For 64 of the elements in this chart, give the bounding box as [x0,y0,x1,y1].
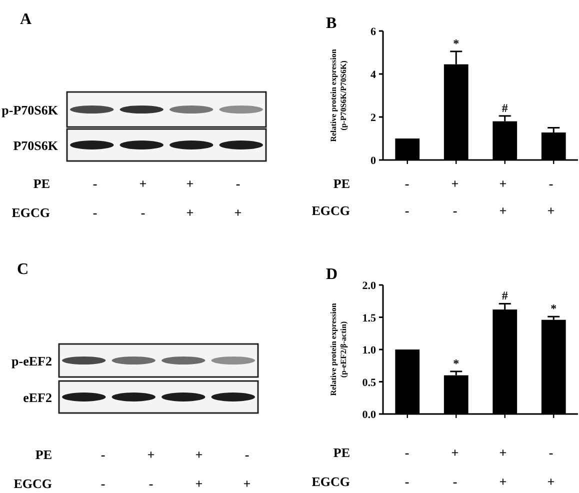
y-tick-label: 0.5 [362,376,376,389]
text: PE [33,176,50,191]
text: + [186,205,194,220]
text: + [147,447,155,462]
data-label: * [453,356,460,370]
text: - [404,445,410,460]
y-tick-label: 0.0 [362,409,376,421]
text: A [20,11,32,28]
text: - [404,203,410,218]
text: + [451,176,459,191]
text: + [139,176,147,191]
text: PE [333,445,350,460]
text: C [17,261,29,278]
text: + [195,447,203,462]
text: + [451,445,459,460]
chart-title: D [326,266,338,283]
data-label: # [502,288,508,303]
text: - [140,205,146,220]
y-tick-label: 2 [370,112,376,124]
text: - [548,445,554,460]
y-axis-title: Relative protein expression (p-eEF2/β-actin) [329,302,348,396]
data-label: * [550,302,557,316]
text: + [243,476,251,491]
text: - [148,476,154,491]
chart-title: B [326,15,337,32]
text: - [404,474,410,489]
text: - [452,474,458,489]
text: - [92,176,98,191]
text: eEF2 [23,390,52,405]
y-axis-title: Relative protein expression (p-P70S6K/P70S6K) [329,48,348,142]
text: + [547,474,555,489]
text: + [499,445,507,460]
y-tick-label: 0 [370,155,376,167]
y-tick-label: 4 [370,69,376,81]
text: + [186,176,194,191]
data-label: # [502,100,508,115]
text: EGCG [12,205,50,220]
y-tick-label: 1.5 [362,312,376,324]
text: - [92,205,98,220]
text: + [499,203,507,218]
text: + [547,203,555,218]
text: - [244,447,250,462]
y-tick-label: 6 [370,26,376,38]
text: p-P70S6K [2,102,59,118]
text: EGCG [312,203,350,218]
text: p-eEF2 [12,354,52,368]
text: - [100,476,106,491]
text: - [100,447,106,462]
text: + [499,474,507,489]
y-tick-label: 1.0 [362,344,376,356]
text: + [234,205,242,220]
text: PE [35,447,52,462]
y-tick-label: 2.0 [362,280,376,292]
text: - [236,176,240,191]
text: + [499,176,507,191]
text: P70S6K [13,138,59,153]
data-label: * [453,36,460,50]
text: PE [333,176,350,191]
text: EGCG [14,476,52,491]
text: EGCG [312,474,350,489]
text: - [404,176,410,191]
text: + [195,476,203,491]
text: - [452,203,458,218]
text: - [548,176,554,191]
